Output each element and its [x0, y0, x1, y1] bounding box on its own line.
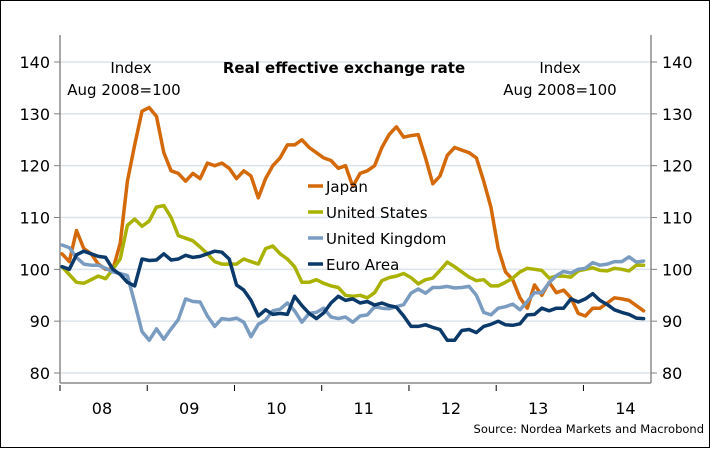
series-line-euro-area [60, 249, 646, 343]
y-tick-label-left: 120 [19, 157, 50, 176]
legend-label-japan: Japan [325, 178, 368, 196]
gridlines [60, 61, 651, 374]
y-tick-label-left: 110 [19, 209, 50, 228]
right-axis-note-line1: Index [539, 59, 580, 77]
left-axis-note-line2: Aug 2008=100 [67, 81, 180, 99]
y-tick-label-right: 100 [662, 260, 693, 279]
y-tick-label-left: 100 [19, 260, 50, 279]
legend-label-euro-area: Euro Area [326, 256, 399, 274]
y-tick-label-right: 80 [662, 364, 682, 383]
y-tick-label-right: 90 [662, 312, 682, 331]
source-note: Source: Nordea Markets and Macrobond [474, 422, 704, 436]
y-tick-label-right: 120 [662, 157, 693, 176]
series-lines [60, 105, 646, 343]
y-tick-label-left: 90 [30, 312, 50, 331]
x-tick-label: 14 [615, 399, 635, 418]
series-line-united-kingdom [60, 243, 646, 343]
series-line-united-states [60, 203, 646, 300]
x-tick-label: 09 [179, 399, 199, 418]
legend: Japan United States United Kingdom Euro Are… [308, 178, 446, 274]
x-tick-label: 11 [354, 399, 374, 418]
chart-title: Real effective exchange rate [223, 59, 465, 77]
x-tick-label: 13 [528, 399, 548, 418]
y-tick-label-left: 80 [30, 364, 50, 383]
legend-label-united-kingdom: United Kingdom [326, 230, 446, 248]
y-tick-label-left: 140 [19, 53, 50, 72]
left-axis-note-line1: Index [110, 59, 151, 77]
y-axis-left-ticks: 80 90 100 110 120 130 140 [19, 53, 60, 383]
x-axis-ticks: 08 09 10 11 12 13 14 [59, 385, 636, 418]
y-tick-label-right: 110 [662, 209, 693, 228]
legend-label-united-states: United States [326, 204, 428, 222]
y-tick-label-left: 130 [19, 105, 50, 124]
x-tick-label: 12 [441, 399, 461, 418]
y-tick-label-right: 140 [662, 53, 693, 72]
y-tick-label-right: 130 [662, 105, 693, 124]
x-tick-label: 08 [92, 399, 112, 418]
x-tick-label: 10 [266, 399, 286, 418]
right-axis-note-line2: Aug 2008=100 [503, 81, 616, 99]
y-axis-right-ticks: 80 90 100 110 120 130 140 [651, 53, 693, 383]
axes [59, 35, 652, 384]
